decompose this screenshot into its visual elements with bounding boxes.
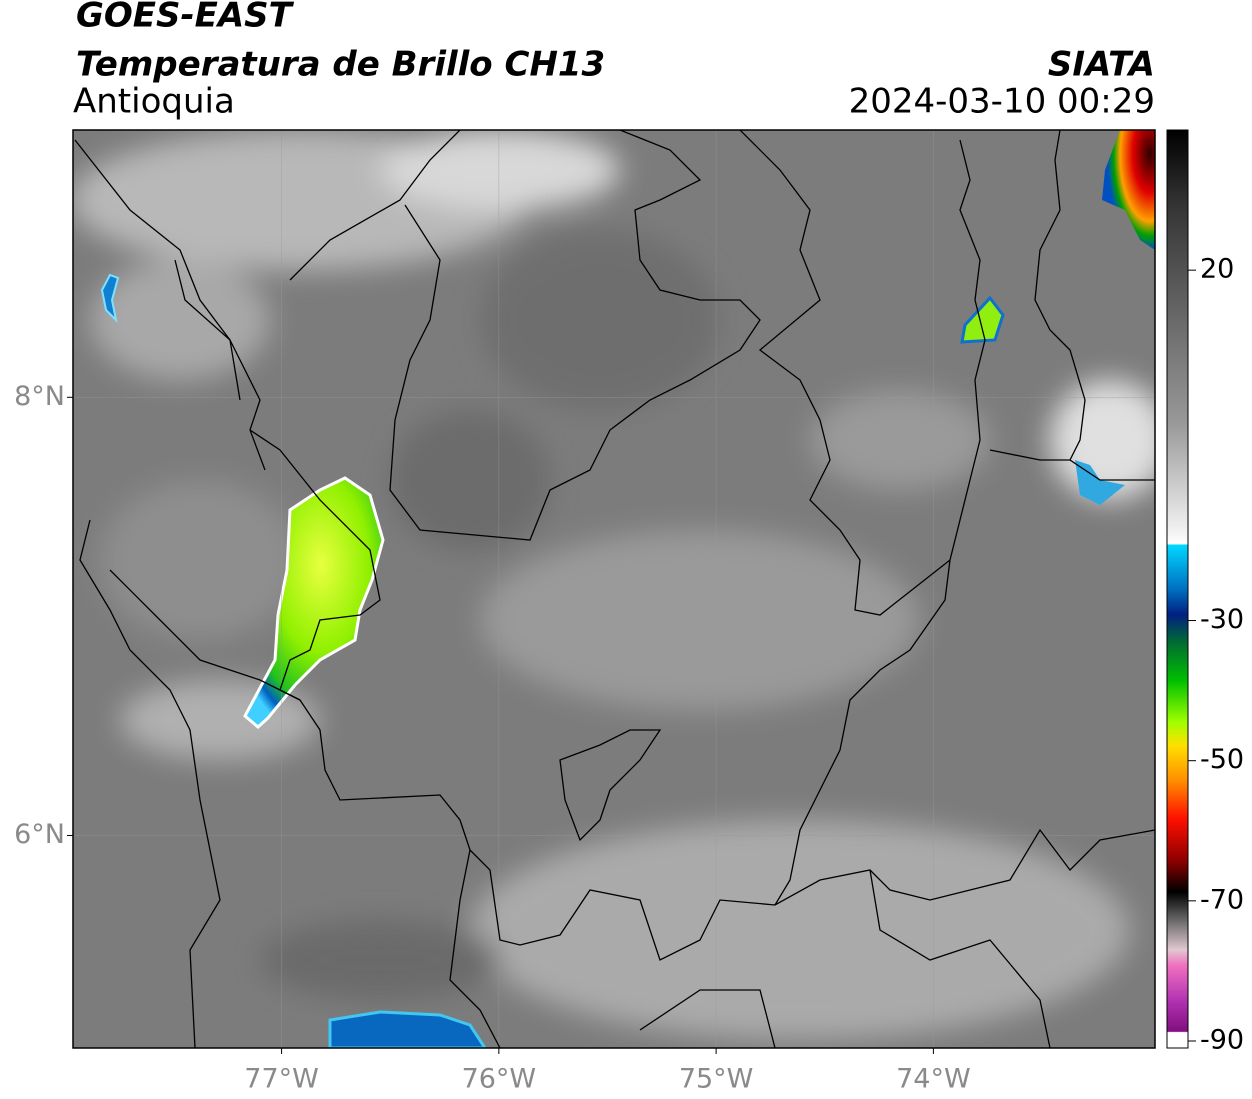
cold-cloud-tops [100,130,1155,1048]
map-axes: 77°W 76°W 75°W 74°W 8°N 6°N [14,381,971,1095]
y-tick-label: 6°N [14,819,65,850]
colorbar-tick-label: -70 [1200,884,1244,915]
colorbar-tick-label: -90 [1200,1024,1244,1055]
source: SIATA [1048,45,1155,85]
borders [74,130,1155,1048]
region: Antioquia [73,82,235,122]
title: GOES-EAST [76,0,295,36]
map [73,130,1155,1048]
x-tick-label: 77°W [244,1064,319,1095]
colorbar-ticks: 20 -30 -50 -70 -90 [1188,254,1244,1055]
y-tick-label: 8°N [14,381,65,412]
colorbar-tick-label: -50 [1200,744,1244,775]
x-tick-label: 76°W [462,1064,537,1095]
colorbar-tick-label: 20 [1200,254,1234,285]
subtitle: Temperatura de Brillo CH13 [76,45,605,85]
colorbar-tick-label: -30 [1200,604,1244,635]
graticule [73,130,1155,1048]
x-tick-label: 75°W [679,1064,754,1095]
datetime: 2024-03-10 00:29 [849,82,1155,122]
map-frame [72,129,1156,1049]
x-tick-label: 74°W [896,1064,971,1095]
colorbar [1166,129,1189,1049]
